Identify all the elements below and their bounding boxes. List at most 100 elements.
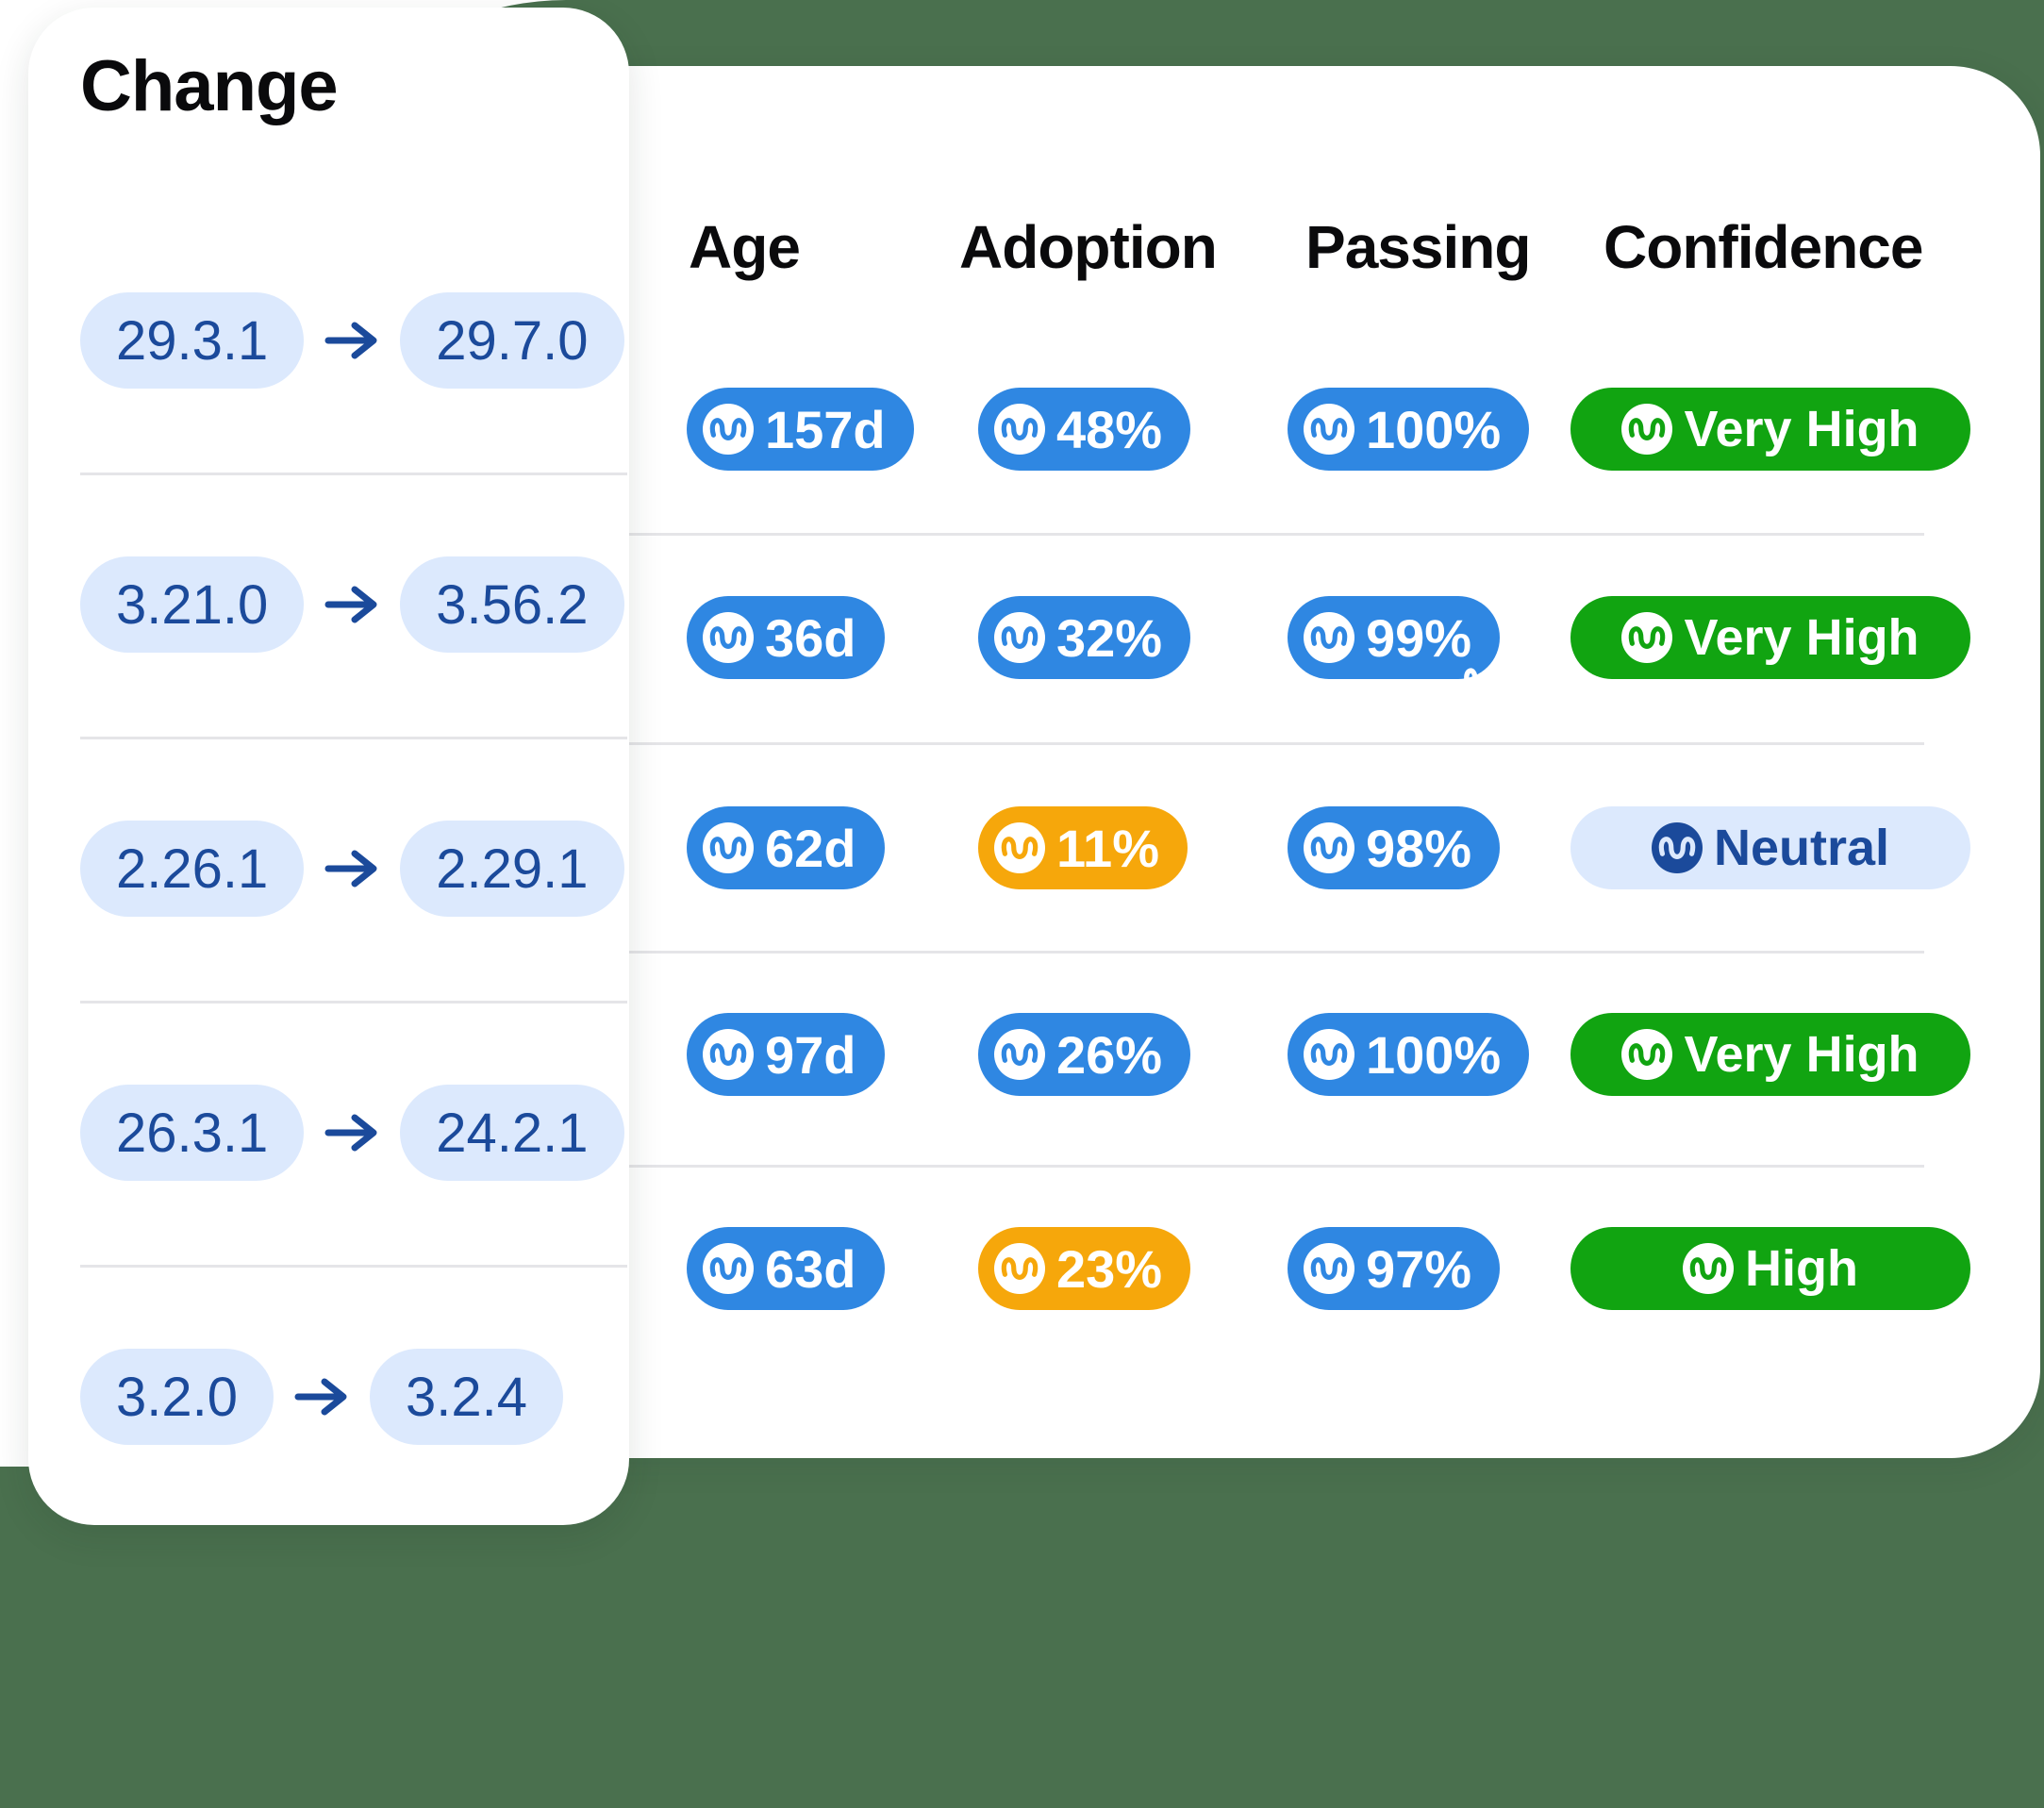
wave-icon — [703, 612, 754, 663]
age-badge: 62d — [687, 806, 885, 889]
table-cell: 157d — [687, 388, 914, 471]
wave-icon — [703, 404, 754, 455]
adoption-badge-label: 48% — [1056, 399, 1163, 459]
row-divider — [629, 742, 1924, 745]
row-divider — [629, 1165, 1924, 1168]
age-badge: 97d — [687, 1013, 885, 1096]
table-cell: 100% — [1288, 1013, 1530, 1096]
confidence-badge-label: Very High — [1684, 1026, 1919, 1083]
age-badge-label: 157d — [765, 399, 886, 459]
wave-icon — [1621, 612, 1673, 663]
table-cell: 23% — [978, 1227, 1191, 1310]
wave-icon — [994, 404, 1045, 455]
passing-badge-label: 97% — [1366, 1238, 1472, 1299]
wave-icon — [994, 822, 1045, 873]
version-to-pill: 3.2.4 — [370, 1349, 563, 1445]
passing-badge: 99% — [1288, 596, 1501, 688]
table-cell: 62d — [687, 806, 885, 889]
confidence-badge: Very High — [1570, 388, 1970, 471]
confidence-badge-label: Neutral — [1713, 820, 1890, 876]
table-row: 157d 48% 100% Very High — [453, 388, 2040, 471]
table-cell: 97d — [687, 1013, 885, 1096]
wave-icon — [994, 612, 1045, 663]
change-row-divider — [80, 1001, 627, 1004]
confidence-badge-label: Very High — [1684, 609, 1919, 666]
passing-badge-label: 100% — [1366, 399, 1502, 459]
table-row: 36d 32% 99% Very High — [453, 596, 2040, 688]
wave-icon — [1651, 822, 1703, 873]
age-badge-label: 97d — [765, 1024, 856, 1085]
row-divider — [629, 951, 1924, 954]
table-cell: 63d — [687, 1227, 885, 1310]
version-from-pill: 26.3.1 — [80, 1085, 305, 1181]
adoption-badge: 32% — [978, 596, 1191, 679]
change-row: 29.3.1 29.7.0 — [80, 292, 624, 389]
version-from-pill: 3.21.0 — [80, 556, 305, 653]
table-row: 62d 11% 98% Neutral — [453, 806, 2040, 889]
change-row: 3.21.0 3.56.2 — [80, 556, 624, 653]
table-cell: 26% — [978, 1013, 1191, 1096]
arrow-right-icon — [324, 586, 377, 623]
column-header-passing: Passing — [1305, 213, 1531, 281]
table-cell: Neutral — [1570, 806, 1970, 889]
wave-icon — [703, 1029, 754, 1080]
confidence-badge-label: High — [1745, 1240, 1858, 1297]
arrow-right-icon — [324, 322, 377, 359]
adoption-badge: 26% — [978, 1013, 1191, 1096]
change-list-card: Change 29.3.1 29.7.0 3.21.0 3.56.2 2.26.1 2.2… — [28, 8, 629, 1525]
arrow-right-icon — [294, 1378, 347, 1416]
confidence-badge: Very High — [1570, 596, 1970, 679]
adoption-badge: 11% — [978, 806, 1188, 889]
wave-icon — [1683, 1243, 1734, 1294]
upgrade-metrics-card: Age Adoption Passing Confidence 157d 48% 100%… — [453, 66, 2040, 1458]
passing-badge: 100% — [1288, 388, 1530, 471]
passing-badge: 97% — [1288, 1227, 1501, 1310]
wave-icon — [1621, 404, 1673, 455]
age-badge-label: 62d — [765, 818, 856, 878]
age-badge-label: 36d — [765, 607, 856, 668]
table-cell: 11% — [978, 806, 1188, 889]
column-header-age: Age — [689, 213, 801, 281]
table-cell: Very High — [1570, 388, 1970, 471]
wave-icon — [703, 822, 754, 873]
table-cell: Very High — [1570, 596, 1970, 679]
table-cell: 98% — [1288, 806, 1501, 889]
passing-badge-label: 99% — [1366, 607, 1472, 668]
table-cell: 32% — [978, 596, 1191, 679]
wave-icon — [703, 1243, 754, 1294]
version-to-pill: 24.2.1 — [400, 1085, 624, 1181]
wave-icon — [1621, 1029, 1673, 1080]
wave-icon — [1304, 1029, 1354, 1080]
adoption-badge-label: 11% — [1056, 818, 1159, 878]
version-to-pill: 2.29.1 — [400, 821, 624, 917]
table-cell: 48% — [978, 388, 1191, 471]
wave-icon — [1304, 822, 1354, 873]
passing-badge-label: 98% — [1366, 818, 1472, 878]
table-cell: 97% — [1288, 1227, 1501, 1310]
confidence-badge: Very High — [1570, 1013, 1970, 1096]
change-row: 26.3.1 24.2.1 — [80, 1085, 624, 1181]
passing-badge-label: 100% — [1366, 1024, 1502, 1085]
wave-icon — [994, 1243, 1045, 1294]
wave-icon — [1304, 612, 1354, 663]
table-cell: 100% — [1288, 388, 1530, 471]
version-from-pill: 29.3.1 — [80, 292, 305, 389]
change-row-divider — [80, 1265, 627, 1268]
version-from-pill: 3.2.0 — [80, 1349, 274, 1445]
change-row-divider — [80, 473, 627, 475]
adoption-badge-label: 32% — [1056, 607, 1163, 668]
row-divider — [629, 533, 1924, 536]
change-row-divider — [80, 737, 627, 739]
column-header-adoption: Adoption — [959, 213, 1218, 281]
confidence-badge-label: Very High — [1684, 401, 1919, 457]
version-from-pill: 2.26.1 — [80, 821, 305, 917]
confidence-badge: High — [1570, 1227, 1970, 1310]
age-badge: 36d — [687, 596, 885, 679]
change-row: 2.26.1 2.29.1 — [80, 821, 624, 917]
change-row: 3.2.0 3.2.4 — [80, 1349, 563, 1445]
adoption-badge: 48% — [978, 388, 1191, 471]
passing-badge: 100% — [1288, 1013, 1530, 1096]
arrow-right-icon — [324, 1114, 377, 1152]
adoption-badge: 23% — [978, 1227, 1191, 1310]
